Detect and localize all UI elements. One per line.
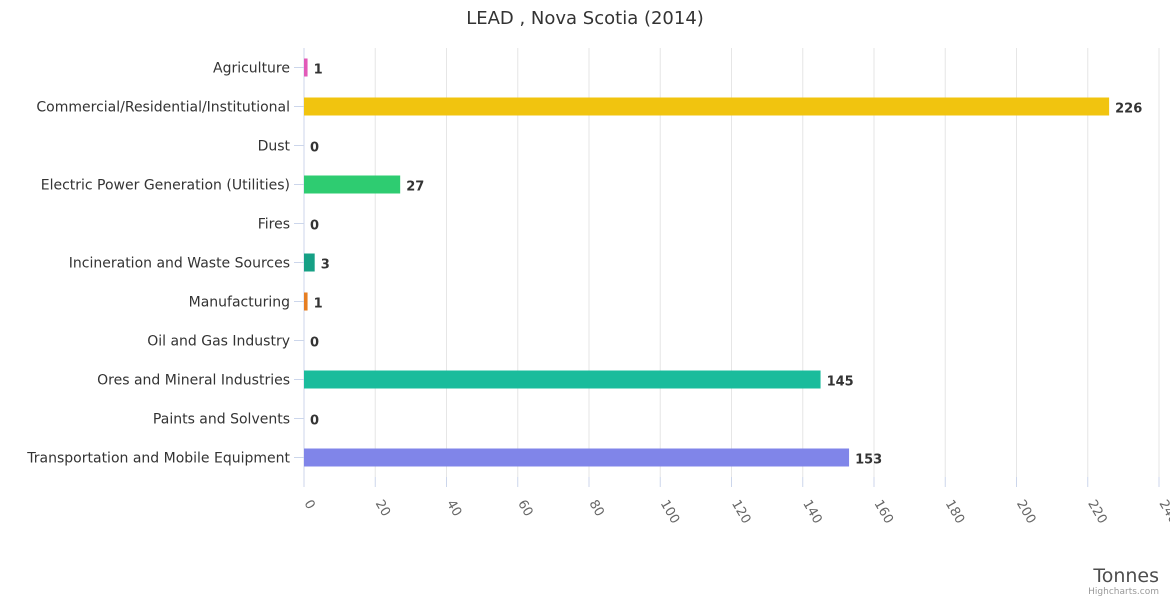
- bar[interactable]: [304, 370, 821, 389]
- x-tick-label: 160: [871, 498, 896, 527]
- x-tick-label: 40: [443, 498, 464, 520]
- data-label: 0: [310, 141, 319, 156]
- x-tick-label: 180: [942, 498, 967, 527]
- bar[interactable]: [304, 292, 308, 311]
- category-label: Oil and Gas Industry: [147, 334, 290, 350]
- data-label: 0: [310, 336, 319, 351]
- x-tick-label: 220: [1084, 498, 1109, 527]
- x-tick-label: 20: [372, 498, 393, 520]
- bar[interactable]: [304, 175, 401, 194]
- bar[interactable]: [304, 253, 315, 272]
- category-label: Manufacturing: [189, 295, 290, 311]
- x-tick-label: 240: [1156, 498, 1170, 527]
- category-label: Paints and Solvents: [153, 412, 290, 428]
- x-tick-label: 60: [514, 498, 535, 520]
- category-label: Commercial/Residential/Institutional: [36, 100, 290, 116]
- x-axis-title: Tonnes: [1092, 565, 1159, 587]
- category-label: Fires: [258, 217, 290, 233]
- category-label: Electric Power Generation (Utilities): [41, 178, 290, 194]
- x-tick-label: 200: [1013, 498, 1038, 527]
- data-label: 0: [310, 414, 319, 429]
- credits-link[interactable]: Highcharts.com: [1088, 587, 1159, 597]
- bar[interactable]: [304, 97, 1110, 116]
- bar[interactable]: [304, 58, 308, 77]
- x-tick-label: 0: [301, 498, 318, 513]
- category-label: Incineration and Waste Sources: [69, 256, 290, 272]
- data-label: 27: [406, 180, 424, 195]
- data-label: 226: [1115, 102, 1142, 117]
- data-label: 145: [827, 375, 854, 390]
- data-label: 0: [310, 219, 319, 234]
- data-label: 3: [321, 258, 330, 273]
- category-label: Dust: [258, 139, 291, 155]
- x-tick-label: 100: [657, 498, 682, 527]
- x-tick-labels: 0 20 40 60 80 100 120 140 160 180 200 220 240: [301, 498, 1170, 527]
- category-label: Agriculture: [213, 61, 290, 77]
- data-labels: 1 226 0 27 0 3 1 0 145 0 153: [310, 63, 1142, 468]
- bar[interactable]: [304, 448, 850, 467]
- data-label: 153: [855, 453, 882, 468]
- category-label: Transportation and Mobile Equipment: [26, 451, 290, 467]
- category-labels: Agriculture Commercial/Residential/Instit…: [26, 61, 304, 467]
- data-label: 1: [314, 63, 323, 78]
- x-tick-label: 80: [586, 498, 607, 520]
- x-tick-label: 120: [728, 498, 753, 527]
- chart-title: LEAD , Nova Scotia (2014): [466, 8, 704, 29]
- category-label: Ores and Mineral Industries: [97, 373, 290, 389]
- x-tick-label: 140: [799, 498, 824, 527]
- bars: [304, 58, 1110, 467]
- data-label: 1: [314, 297, 323, 312]
- grid-lines: [303, 48, 1160, 487]
